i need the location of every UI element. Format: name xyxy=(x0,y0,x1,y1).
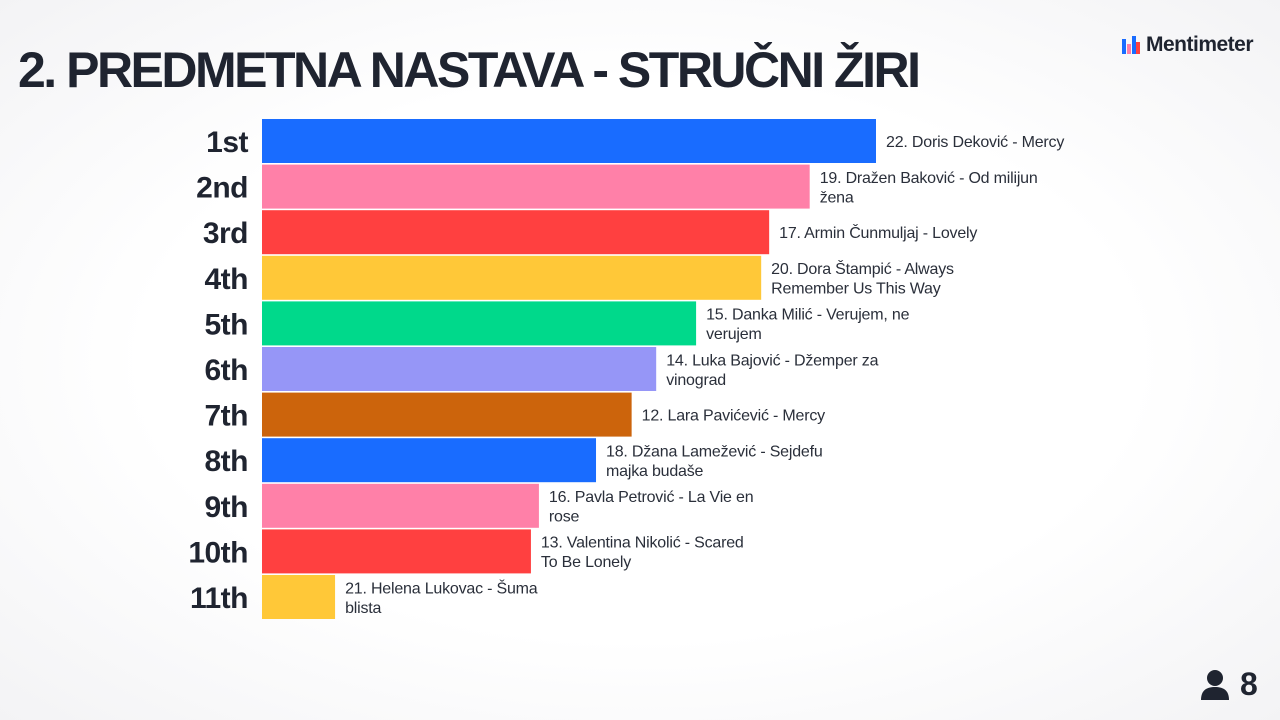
mentimeter-brand: Mentimeter xyxy=(1122,33,1254,57)
bar-7th xyxy=(262,392,632,437)
page-title: 2. PREDMETNA NASTAVA - STRUČNI ŽIRI xyxy=(18,42,921,98)
rank-label-7th: 7th xyxy=(205,400,249,433)
bar-6th xyxy=(262,347,657,391)
rank-label-6th: 6th xyxy=(205,354,249,387)
bar-label-8th: 18. Džana Lamežević - Sejdefu majka budaš… xyxy=(606,443,823,480)
bar-8th xyxy=(262,438,597,483)
bar-1st xyxy=(262,119,876,163)
bar-label-2nd: 19. Dražen Baković - Od milijun žena xyxy=(820,170,1038,207)
rank-label-1st: 1st xyxy=(206,126,248,159)
bar-label-3rd: 17. Armin Čunmuljaj - Lovely xyxy=(779,223,977,242)
rank-label-10th: 10th xyxy=(188,536,248,569)
user-icon xyxy=(1201,669,1229,700)
bar-label-10th: 13. Valentina Nikolić - Scared To Be Lone… xyxy=(541,535,744,572)
participant-count-value: 8 xyxy=(1240,666,1258,702)
bar-4th xyxy=(262,255,762,300)
bar-label-4th: 20. Dora Štampić - Always Remember Us Thi… xyxy=(771,259,954,298)
rank-label-4th: 4th xyxy=(205,263,249,296)
bar-3rd xyxy=(262,210,770,255)
bar-11th xyxy=(262,575,336,619)
rank-label-3rd: 3rd xyxy=(203,217,248,250)
rank-label-5th: 5th xyxy=(205,308,249,341)
rank-label-8th: 8th xyxy=(205,445,249,478)
brand-name: Mentimeter xyxy=(1146,33,1254,56)
bar-label-9th: 16. Pavla Petrović - La Vie en rose xyxy=(549,489,754,526)
rank-label-11th: 11th xyxy=(190,582,248,615)
bar-2nd xyxy=(262,164,810,209)
bar-10th xyxy=(262,529,531,574)
bar-label-7th: 12. Lara Pavićević - Mercy xyxy=(642,408,826,425)
mentimeter-logo-icon xyxy=(1122,36,1140,54)
participant-count: 8 xyxy=(1200,666,1258,703)
rank-label-2nd: 2nd xyxy=(196,172,248,205)
bar-label-6th: 14. Luka Bajović - Džemper za vinograd xyxy=(666,352,878,389)
bar-9th xyxy=(262,483,539,528)
bar-label-1st: 22. Doris Deković - Mercy xyxy=(886,134,1064,151)
bar-label-5th: 15. Danka Milić - Verujem, ne verujem xyxy=(706,307,909,344)
bar-5th xyxy=(262,301,697,346)
bar-label-11th: 21. Helena Lukovac - Šuma blista xyxy=(345,578,538,617)
rank-label-9th: 9th xyxy=(205,491,249,524)
